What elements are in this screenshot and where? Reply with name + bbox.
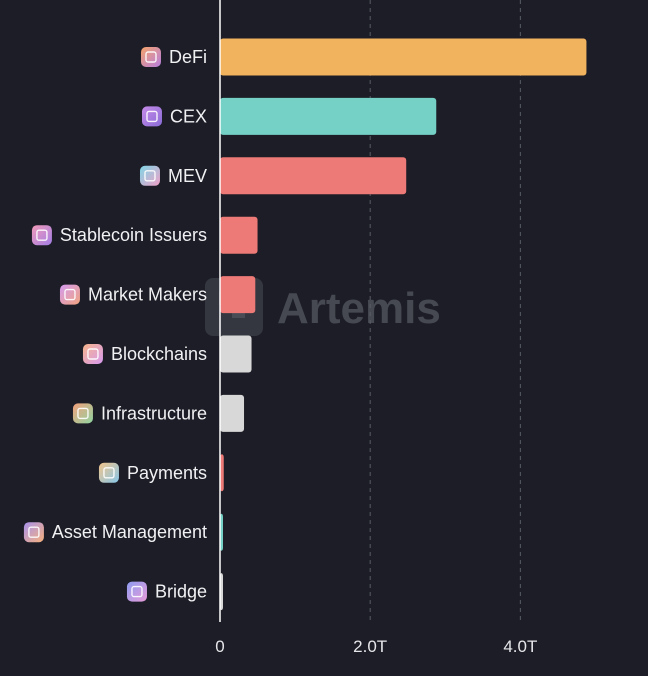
bar bbox=[220, 394, 245, 432]
asset-management-icon-glyph bbox=[28, 526, 40, 538]
infrastructure-icon-glyph bbox=[77, 407, 89, 420]
category-label: CEX bbox=[170, 106, 207, 126]
defi-icon-glyph bbox=[145, 51, 157, 63]
blockchains-icon bbox=[82, 344, 103, 364]
payments-icon-glyph bbox=[103, 467, 115, 479]
x-tick-label: 0 bbox=[215, 637, 224, 656]
bar bbox=[220, 513, 224, 551]
watermark-text: Artemis bbox=[277, 284, 441, 333]
defi-icon bbox=[140, 47, 161, 67]
bar bbox=[220, 38, 587, 76]
category-label: Bridge bbox=[155, 582, 207, 602]
asset-management-icon bbox=[23, 522, 44, 543]
bar bbox=[220, 335, 252, 373]
market-makers-icon bbox=[59, 284, 80, 305]
stablecoin-issuers-icon bbox=[31, 225, 52, 246]
cex-icon bbox=[141, 106, 162, 127]
bar bbox=[220, 454, 224, 492]
category-label: Blockchains bbox=[111, 344, 207, 364]
market-makers-icon-glyph bbox=[64, 288, 76, 301]
category-label: Infrastructure bbox=[101, 403, 207, 423]
bar bbox=[220, 97, 437, 135]
bar bbox=[220, 573, 224, 611]
blockchains-icon-glyph bbox=[87, 348, 99, 360]
x-tick-label: 2.0T bbox=[353, 637, 387, 656]
infrastructure-icon bbox=[72, 403, 93, 424]
category-label: MEV bbox=[168, 166, 207, 186]
cex-icon-glyph bbox=[146, 110, 158, 123]
payments-icon bbox=[98, 462, 119, 483]
mev-icon-glyph bbox=[144, 170, 156, 182]
bar bbox=[220, 276, 256, 314]
bridge-icon bbox=[126, 581, 147, 602]
bridge-icon-glyph bbox=[131, 585, 143, 598]
category-label: Stablecoin Issuers bbox=[60, 225, 207, 245]
category-label: Market Makers bbox=[88, 285, 207, 305]
x-tick-label: 4.0T bbox=[503, 637, 537, 656]
category-label: Payments bbox=[127, 463, 207, 483]
mev-icon bbox=[139, 165, 160, 186]
category-label: DeFi bbox=[169, 47, 207, 67]
bar bbox=[220, 157, 407, 195]
stablecoin-issuers-icon-glyph bbox=[36, 229, 48, 241]
category-label: Asset Management bbox=[52, 522, 207, 542]
bar bbox=[220, 216, 258, 254]
